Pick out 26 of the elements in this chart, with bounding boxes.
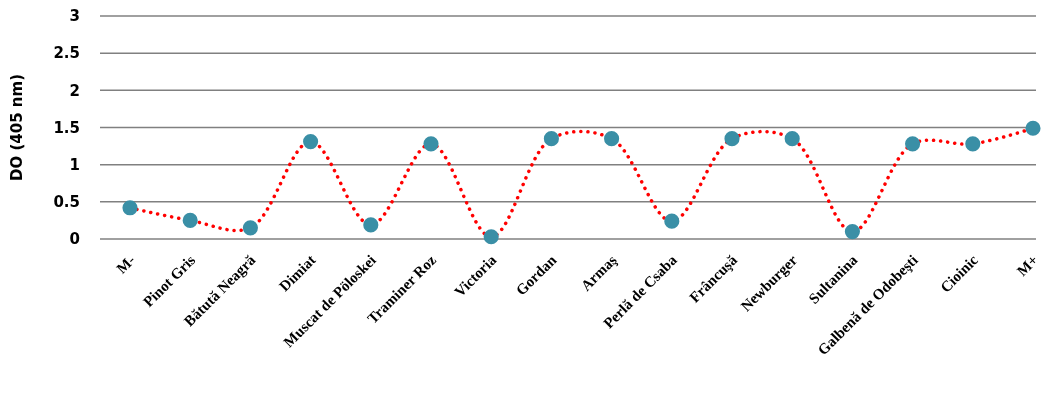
point: [1025, 120, 1041, 136]
point: [784, 131, 800, 147]
point: [844, 224, 860, 240]
x-tick-label: M+: [1013, 251, 1042, 280]
x-tick-label: M-: [113, 251, 139, 277]
y-tick-label: 2.5: [53, 44, 80, 63]
point: [122, 200, 138, 216]
y-tick-label: 1.5: [53, 118, 80, 137]
y-axis-title: DO (405 nm): [8, 74, 26, 181]
y-tick-label: 0: [69, 230, 80, 249]
point: [182, 212, 198, 228]
point: [303, 134, 319, 150]
point: [604, 131, 620, 147]
y-tick-label: 2: [69, 81, 80, 100]
point: [724, 131, 740, 147]
y-tick-label: 1: [69, 155, 80, 174]
point: [242, 220, 258, 236]
point: [363, 217, 379, 233]
y-tick-label: 0.5: [53, 193, 80, 212]
point: [905, 136, 921, 152]
point: [423, 136, 439, 152]
y-tick-label: 3: [69, 7, 80, 26]
point: [664, 213, 680, 229]
point: [543, 131, 559, 147]
point: [965, 136, 981, 152]
point: [483, 229, 499, 245]
